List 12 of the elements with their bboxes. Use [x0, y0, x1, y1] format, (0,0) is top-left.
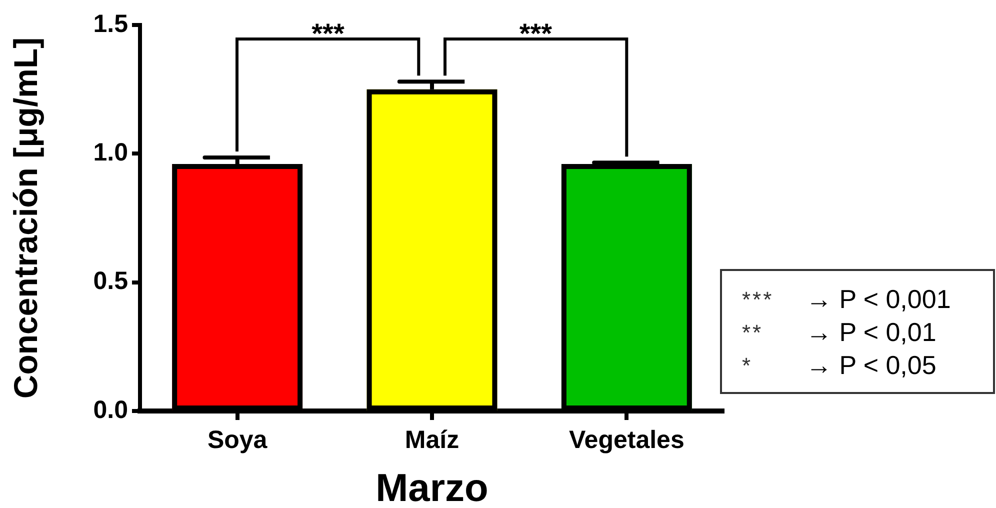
y-tick-label: 0.5: [93, 267, 128, 296]
y-tick-label: 1.5: [93, 10, 128, 38]
annotation: ***: [312, 18, 344, 49]
x-tick-label: Maíz: [404, 426, 460, 454]
x-axis-title: Marzo: [376, 467, 488, 508]
y-axis-title: Concentración [μg/mL]: [6, 37, 44, 399]
x-tick-label: Soya: [207, 426, 268, 454]
annotation: ***: [519, 18, 552, 49]
y-tick-label: 0.0: [93, 396, 128, 424]
y-tick-label: 1.0: [93, 138, 128, 167]
x-tick-label: Vegetales: [568, 426, 684, 454]
note-box: *** → P < 0,001 ** → P < 0,01 * → P < 0,05: [720, 269, 995, 394]
